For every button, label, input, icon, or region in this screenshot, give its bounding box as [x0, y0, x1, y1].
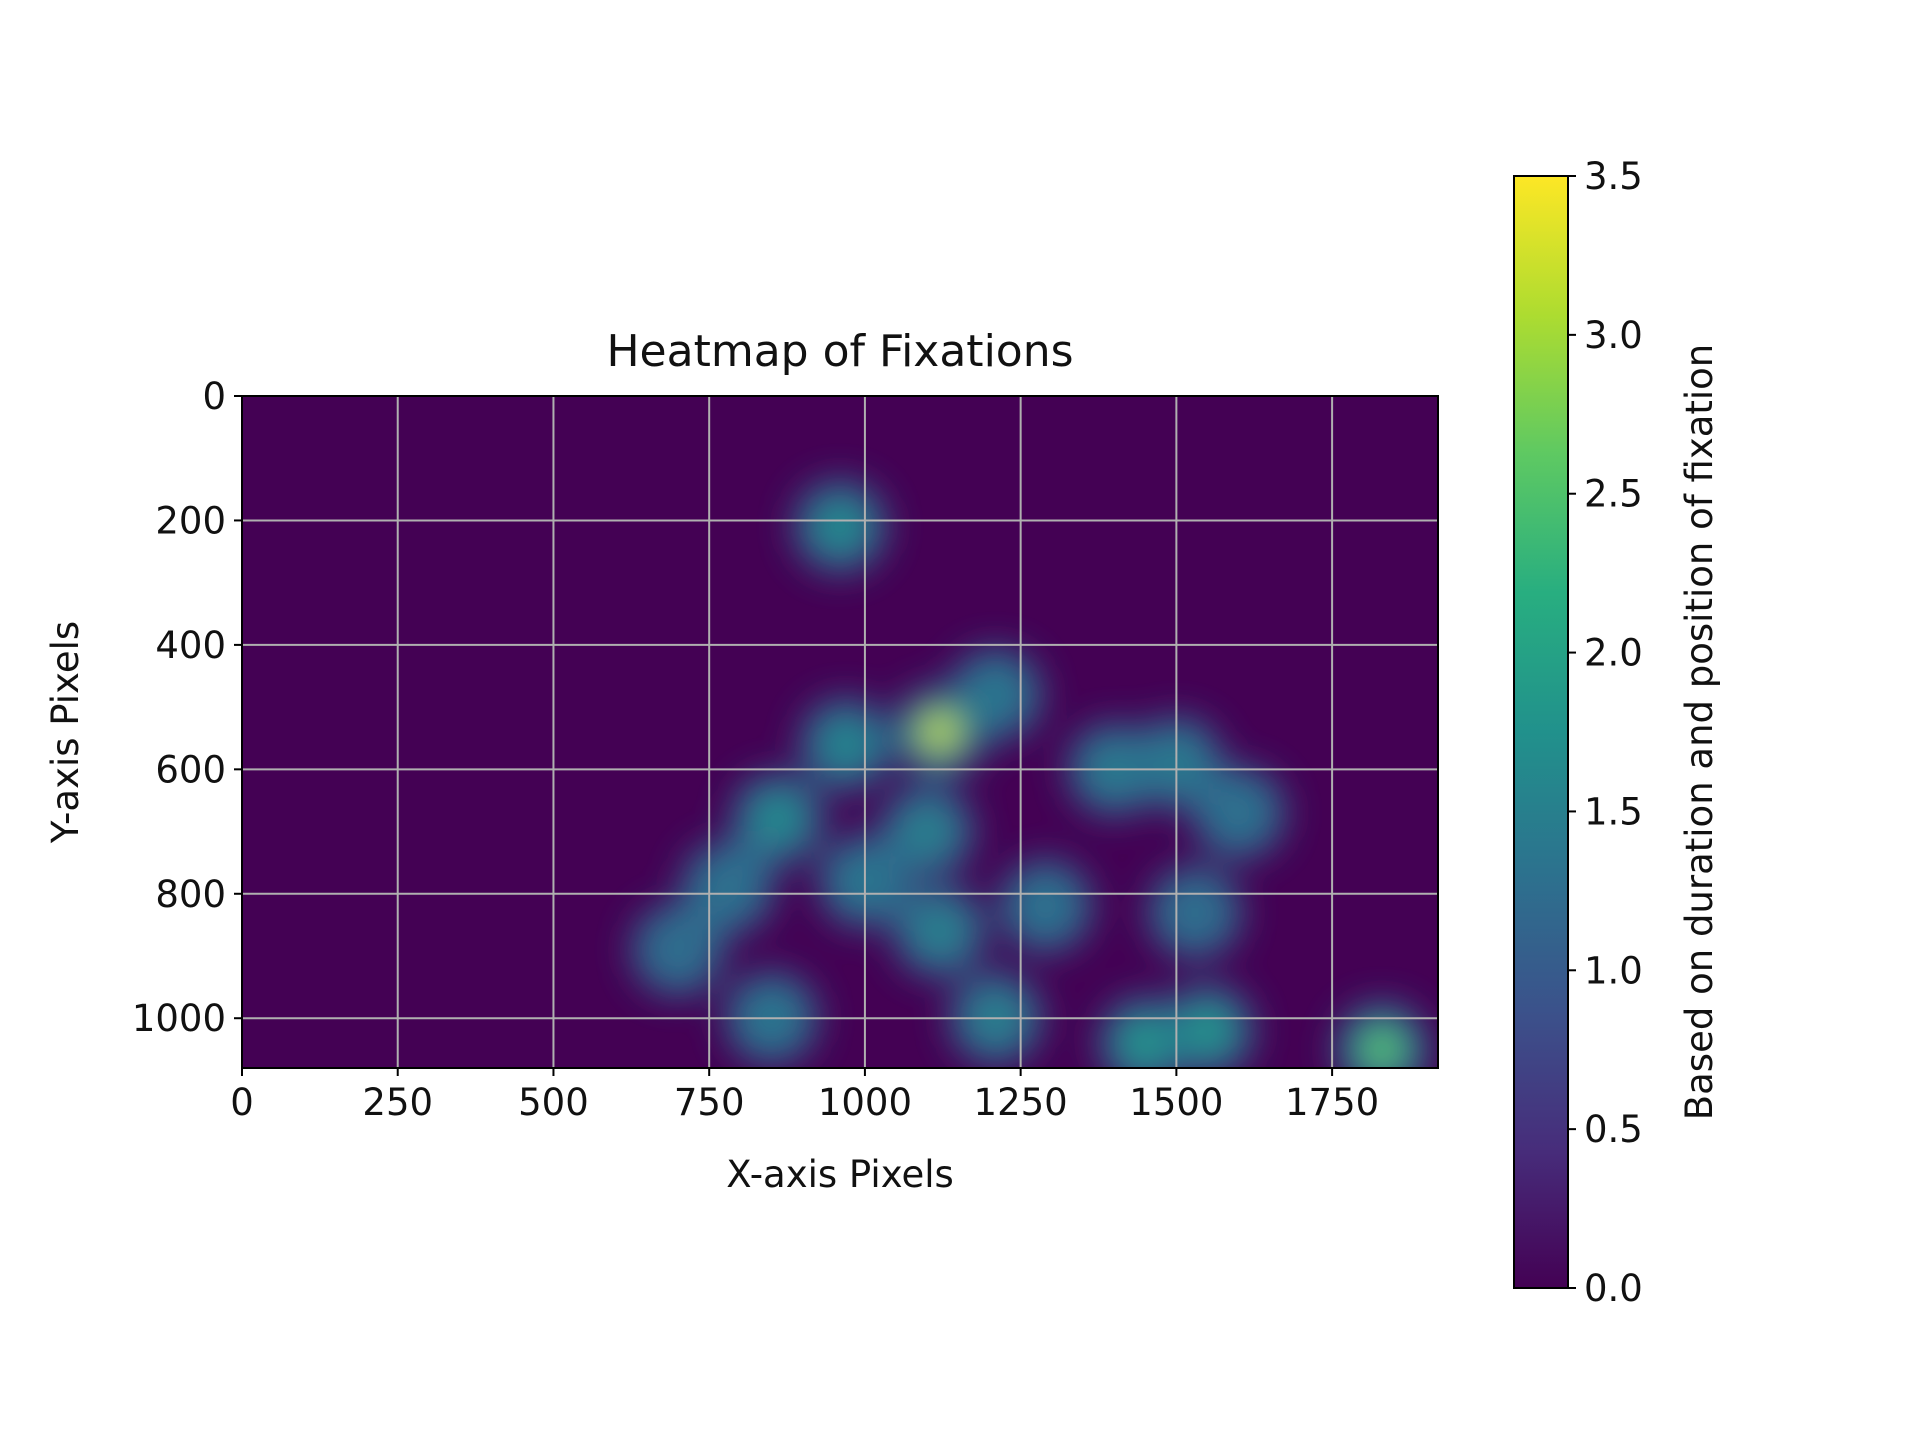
colorbar: [1513, 175, 1569, 1289]
fixation-core-7: [926, 918, 953, 945]
fixation-core-15: [1225, 799, 1252, 826]
fixation-core-0: [827, 513, 853, 540]
fixation-core-5: [914, 818, 941, 845]
colorbar-ticks: 0.0 0.5 1.0 1.5 2.0 2.5 3.0 3.5: [1568, 155, 1643, 1310]
fixation-core-9: [665, 936, 692, 963]
x-tick-label: 750: [674, 1081, 745, 1124]
fixation-core-3: [982, 681, 1009, 708]
fixation-core-1: [833, 731, 860, 758]
colorbar-tick-label: 1.5: [1584, 790, 1643, 833]
x-tick-label: 1250: [974, 1081, 1068, 1124]
x-axis-label: X-axis Pixels: [726, 1153, 954, 1196]
x-tick-label: 0: [230, 1081, 254, 1124]
fixation-core-8: [714, 874, 741, 901]
x-tick-label: 1000: [818, 1081, 912, 1124]
y-tick-label: 600: [155, 748, 226, 791]
x-tick-label: 1750: [1285, 1081, 1379, 1124]
colorbar-label: Based on duration and position of fixati…: [1678, 344, 1721, 1121]
x-axis-ticks: 0 250 500 750 1000 1250 1500 1750: [230, 1068, 1379, 1124]
colorbar-tick-label: 2.0: [1584, 632, 1643, 675]
fixation-core-17: [1194, 1017, 1221, 1044]
chart-title: Heatmap of Fixations: [606, 326, 1073, 377]
y-tick-label: 0: [202, 375, 226, 418]
fixation-core-19: [1368, 1036, 1395, 1063]
y-axis-label: Y-axis Pixels: [44, 621, 87, 844]
x-tick-label: 1500: [1129, 1081, 1223, 1124]
heat-blobs: [632, 480, 1428, 1068]
fixation-core-2: [926, 719, 953, 745]
y-tick-label: 1000: [132, 997, 226, 1040]
colorbar-tick-label: 0.5: [1584, 1108, 1643, 1151]
fixation-core-16: [1132, 1030, 1159, 1057]
colorbar-tick-label: 3.0: [1584, 314, 1643, 357]
fixation-core-4: [764, 806, 791, 833]
y-tick-label: 400: [155, 624, 226, 667]
y-tick-label: 800: [155, 873, 226, 916]
fixation-core-18: [1182, 899, 1209, 926]
y-tick-label: 200: [155, 499, 226, 542]
y-axis-ticks: 0 200 400 600 800 1000: [132, 375, 242, 1040]
colorbar-tick-label: 1.0: [1584, 949, 1643, 992]
plot-frame: [241, 395, 1439, 1069]
colorbar-tick-label: 2.5: [1584, 473, 1643, 516]
colorbar-tick-label: 0.0: [1584, 1267, 1643, 1310]
fixation-core-12: [1032, 893, 1059, 920]
x-tick-label: 250: [362, 1081, 433, 1124]
x-tick-label: 500: [518, 1081, 589, 1124]
colorbar-tick-label: 3.5: [1584, 155, 1643, 198]
